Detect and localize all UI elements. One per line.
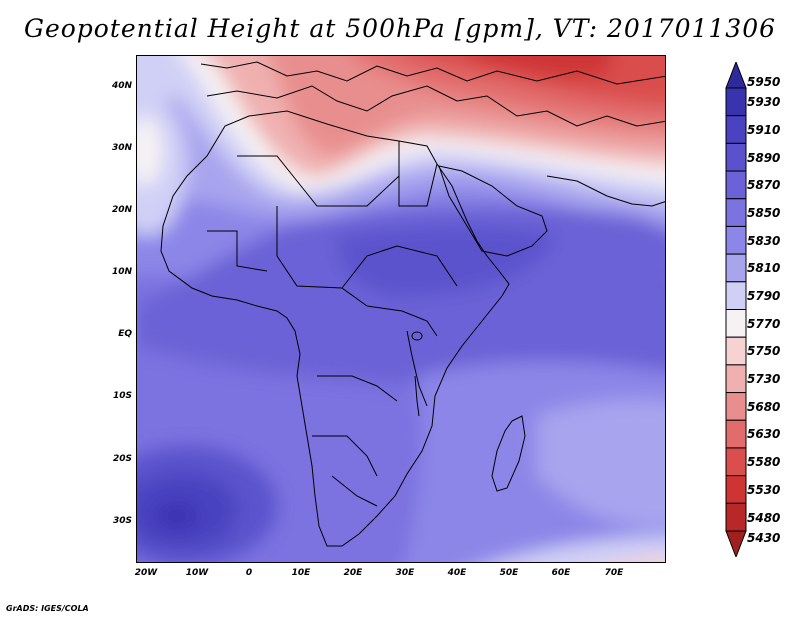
geopotential-field [137,56,665,562]
colorbar-swatch [725,392,747,421]
lat-label-30s: 30S [112,516,132,526]
colorbar-label: 5580 [747,455,781,470]
colorbar-label: 5790 [747,289,781,304]
colorbar-swatch [725,530,747,557]
colorbar-label: 5830 [747,233,781,248]
map-title: Geopotential Height at 500hPa [gpm], VT:… [23,14,777,43]
map-panel [136,55,666,563]
lat-label-30n: 30N [111,143,132,153]
colorbar-label: 5770 [747,316,781,331]
colorbar-swatch [725,253,747,283]
colorbar-label: 5680 [747,399,781,414]
lon-label-50e: 50E [499,568,519,578]
colorbar-swatch [725,142,747,172]
colorbar-label: 5530 [747,482,781,497]
colorbar-label: 5430 [747,530,781,545]
lat-label-20n: 20N [111,205,132,215]
colorbar-label: 5950 [747,74,781,89]
colorbar-label: 5730 [747,372,781,387]
colorbar-swatch [725,309,747,338]
lon-label-0: 0 [245,568,253,578]
colorbar-swatch [725,115,747,144]
colorbar [725,62,747,557]
colorbar-swatch [725,170,747,200]
colorbar-swatch [725,364,747,394]
lat-label-20s: 20S [112,454,132,464]
field-contours [137,56,665,562]
colorbar-label: 5870 [747,178,781,193]
lon-label-10w: 10W [185,568,209,578]
colorbar-label: 5850 [747,205,781,220]
colorbar-swatch [725,198,747,227]
colorbar-label: 5810 [747,261,781,276]
lat-label-eq: EQ [118,329,132,339]
lat-label-10s: 10S [112,391,132,401]
lon-label-20e: 20E [343,568,363,578]
lon-label-20w: 20W [134,568,158,578]
lon-label-60e: 60E [551,568,571,578]
coastlines [160,61,665,547]
colorbar-swatch [725,447,747,477]
colorbar-swatch [725,62,747,89]
colorbar-swatch [725,419,747,449]
grads-credit: GrADS: IGES/COLA [6,604,89,613]
colorbar-label: 5750 [747,344,781,359]
colorbar-swatch [725,475,747,504]
lon-label-30e: 30E [395,568,415,578]
lon-label-70e: 70E [604,568,624,578]
colorbar-label: 5480 [747,510,781,525]
lon-label-10e: 10E [291,568,311,578]
colorbar-swatch [725,87,747,117]
colorbar-label: 5890 [747,150,781,165]
lon-label-40e: 40E [447,568,467,578]
lat-label-10n: 10N [111,267,132,277]
colorbar-label: 5630 [747,427,781,442]
colorbar-swatch [725,225,747,255]
colorbar-swatch [725,502,747,532]
colorbar-swatch [725,336,747,366]
lat-label-40n: 40N [111,81,132,91]
colorbar-label: 5910 [747,122,781,137]
colorbar-swatch [725,281,747,310]
colorbar-label: 5930 [747,95,781,110]
